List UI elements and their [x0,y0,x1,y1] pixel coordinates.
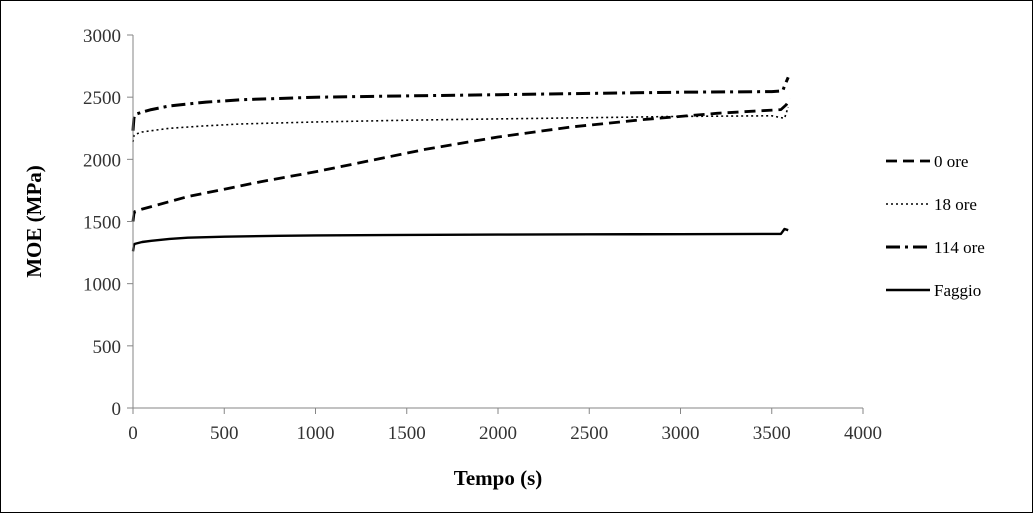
x-tick-label: 2500 [570,423,608,444]
series-line-114-ore [131,76,790,131]
axes [132,35,863,409]
legend-label: Faggio [934,281,981,300]
x-tick-label: 3500 [753,423,791,444]
series-line-0-ore [131,97,792,222]
x-tick-label: 1500 [388,423,426,444]
y-axis-title: MOE (MPa) [22,165,46,278]
x-tick-label: 0 [128,423,138,444]
x-ticks: 0 500 1000 1500 2000 2500 3000 3500 4000 [128,408,882,444]
plot-lines [131,76,792,252]
x-axis-title: Tempo (s) [454,466,542,490]
series-line-18-ore [132,106,789,143]
x-tick-label: 2000 [479,423,517,444]
y-tick-label: 3000 [83,26,121,47]
legend-label: 18 ore [934,195,977,214]
series-line-faggio [131,227,789,252]
x-tick-label: 3000 [662,423,700,444]
x-tick-label: 500 [210,423,239,444]
y-ticks: 0 500 1000 1500 2000 2500 3000 [83,26,133,420]
legend-label: 0 ore [934,152,968,171]
x-tick-label: 4000 [844,423,882,444]
x-tick-label: 1000 [297,423,335,444]
legend-label: 114 ore [934,238,985,257]
y-tick-label: 1000 [83,275,121,296]
y-tick-label: 1500 [83,213,121,234]
y-tick-label: 500 [93,337,122,358]
y-tick-label: 2000 [83,150,121,171]
y-tick-label: 2500 [83,88,121,109]
y-tick-label: 0 [112,399,122,420]
legend: 0 ore 18 ore 114 ore Faggio [886,152,985,300]
